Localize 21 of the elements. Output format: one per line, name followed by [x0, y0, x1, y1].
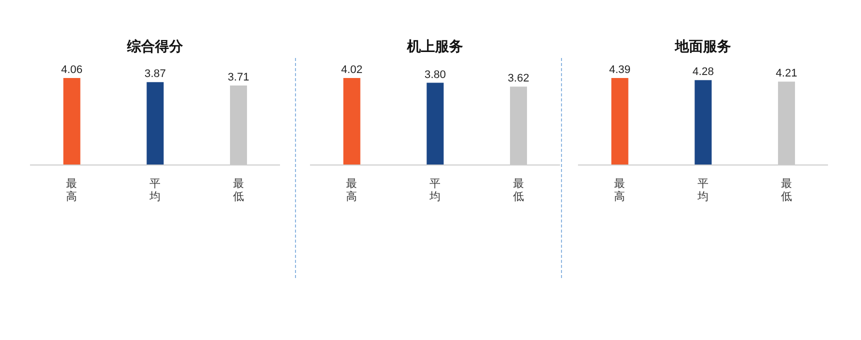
data-label: 3.80: [424, 68, 446, 81]
data-label: 4.21: [776, 68, 798, 80]
chart-title: 机上服务: [406, 38, 464, 56]
data-label: 3.87: [144, 68, 166, 80]
data-label: 4.39: [609, 64, 631, 76]
chart-title: 综合得分: [126, 38, 184, 56]
x-tick-label: 最低: [232, 178, 244, 203]
data-label: 4.06: [61, 64, 83, 76]
x-tick-label: 最高: [614, 178, 626, 203]
x-tick-label: 最高: [66, 178, 78, 203]
data-label: 3.62: [508, 72, 530, 85]
x-tick-label: 最低: [512, 178, 524, 203]
x-tick-label: 平均: [428, 178, 440, 203]
data-label: 3.71: [228, 72, 250, 84]
data-label: 4.28: [692, 66, 714, 78]
chart-title: 地面服务: [674, 38, 732, 56]
x-tick-label: 平均: [148, 178, 160, 203]
x-tick-label: 平均: [696, 178, 708, 203]
x-tick-label: 最低: [780, 178, 792, 203]
data-label: 4.02: [341, 64, 363, 76]
x-tick-label: 最高: [346, 178, 358, 203]
